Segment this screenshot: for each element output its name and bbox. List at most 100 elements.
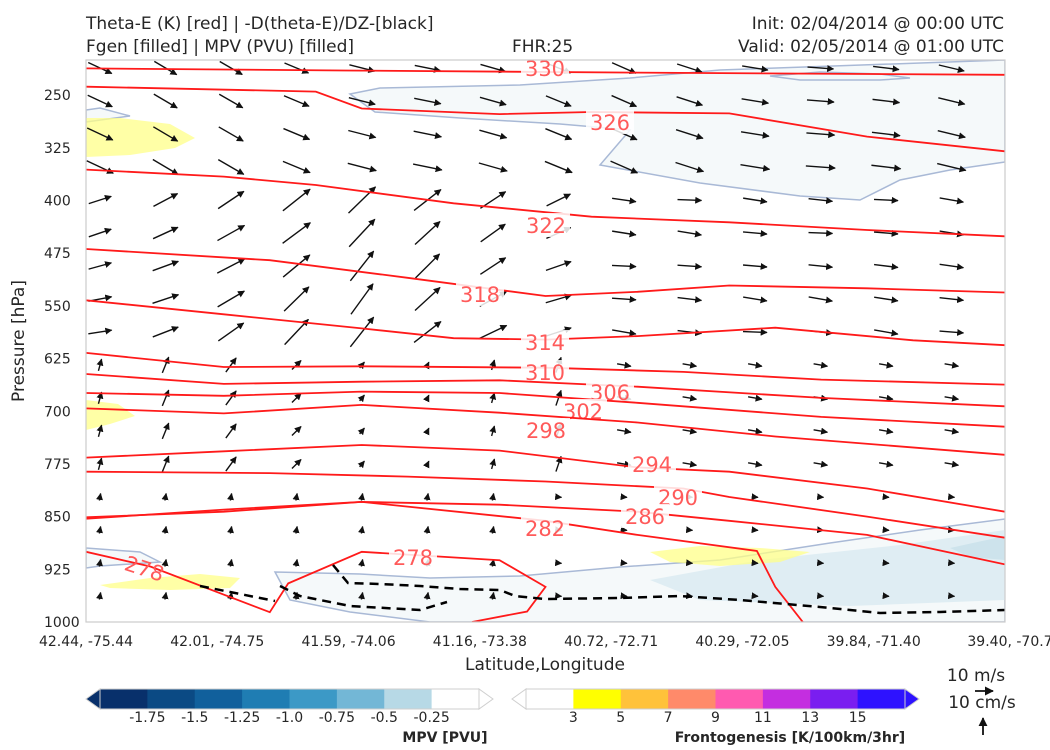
wind-vector (611, 62, 637, 74)
wind-vector (358, 525, 365, 534)
colorbar-tick-label: 7 (664, 710, 673, 726)
contour-label-background (521, 516, 569, 540)
colorbar-swatch (715, 689, 764, 709)
theta-e-contour-294 (86, 444, 1005, 513)
wind-vector (227, 591, 234, 600)
wind-vector (423, 591, 431, 600)
y-tick-label: 775 (44, 457, 71, 473)
wind-vector (807, 65, 835, 72)
wind-vector (873, 65, 900, 73)
wind-vector (282, 188, 311, 212)
wind-vector (610, 160, 639, 174)
fgen-region-upper-left (86, 118, 195, 157)
wind-vector (882, 559, 890, 567)
wind-vector (751, 493, 759, 501)
y-tick-label: 1000 (44, 615, 80, 631)
fgen-colorbar-label: Frontogenesis [K/100km/3hr] (675, 730, 905, 746)
wind-vector (161, 591, 169, 600)
wind-vector (358, 492, 365, 501)
wind-vector (747, 427, 763, 435)
wind-vector (96, 591, 103, 600)
wind-vector (347, 162, 377, 173)
wind-vector (944, 361, 960, 369)
wind-vector (161, 455, 170, 473)
wind-vector (620, 592, 628, 600)
wind-vector (813, 427, 829, 435)
wind-vector (813, 460, 829, 468)
y-axis-ticks: 250 325 400 475 550 625 700 775 850 925 1000 (44, 88, 80, 631)
wind-vector (808, 296, 834, 304)
colorbar-tick-label: -1.75 (129, 710, 165, 726)
wind-vector (939, 296, 965, 304)
theta-e-label-298: 298 (526, 419, 566, 443)
wind-vector (225, 423, 237, 439)
wind-vector (217, 159, 245, 175)
wind-vector (291, 425, 302, 437)
wind-vector (96, 424, 104, 437)
wind-vector (152, 326, 179, 338)
wind-vector (747, 361, 763, 369)
wind-vector (937, 130, 966, 140)
colorbar-swatch (810, 689, 859, 709)
theta-e-contour-282 (86, 500, 804, 622)
wind-vector (489, 525, 496, 534)
wind-vector (489, 591, 496, 600)
wind-vector (616, 427, 632, 435)
wind-vector (88, 327, 113, 335)
wind-vector (349, 250, 375, 282)
plot-frame (85, 59, 1006, 623)
wind-vector (217, 290, 245, 308)
wind-vectors (86, 60, 967, 600)
wind-vector (878, 460, 894, 468)
wind-vector (152, 126, 179, 142)
mpv-region-lower-fill (650, 530, 1005, 606)
wind-vector (874, 263, 899, 271)
wind-vector (740, 131, 770, 139)
wind-vector (677, 230, 703, 238)
wind-vector (227, 525, 234, 534)
wind-vector (161, 356, 170, 374)
colorbar-swatch (194, 689, 243, 709)
chart-title-line2: Fgen [filled] | MPV (PVU) [filled] (86, 37, 355, 57)
wind-vector (282, 160, 311, 174)
theta-e-label-322: 322 (526, 214, 566, 238)
colorbar-frame (525, 688, 906, 710)
wind-vector (413, 321, 442, 343)
wind-vector (611, 94, 638, 108)
contour-label-background (521, 330, 569, 354)
wind-vector (291, 359, 302, 371)
wind-vector (87, 94, 113, 108)
contour-label-background (522, 418, 570, 442)
colorbar-tick-label: 3 (569, 710, 578, 726)
wind-vector (414, 64, 441, 73)
wind-vector (751, 559, 759, 567)
theta-e-label-326: 326 (590, 111, 630, 135)
theta-e-label-294: 294 (632, 453, 672, 477)
wind-vector (947, 592, 956, 600)
wind-vector (414, 221, 441, 245)
wind-vector (751, 592, 759, 600)
x-tick-label: 40.72, -72.71 (564, 634, 658, 650)
colorbar-swatch (620, 689, 669, 709)
y-tick-label: 925 (44, 562, 71, 578)
wind-vector (554, 493, 563, 501)
contour-label-background (521, 360, 569, 384)
forecast-hour: FHR:25 (512, 37, 574, 57)
x-axis-label: Latitude,Longitude (465, 655, 625, 675)
wind-vector (677, 196, 703, 204)
wind-vector (751, 526, 759, 534)
wind-vector (545, 293, 572, 304)
wind-vector (348, 186, 377, 214)
wind-vector (161, 389, 170, 407)
colorbar-swatch (573, 689, 622, 709)
wind-vector (292, 558, 300, 567)
wind-vector (161, 492, 169, 501)
x-tick-label: 39.40, -70.7 (967, 634, 1050, 650)
wind-vector (152, 293, 180, 304)
wind-vector (937, 162, 967, 173)
wind-vector (620, 559, 628, 567)
wind-vector (620, 526, 628, 534)
wind-vector (939, 263, 965, 271)
wind-vector (682, 361, 698, 369)
